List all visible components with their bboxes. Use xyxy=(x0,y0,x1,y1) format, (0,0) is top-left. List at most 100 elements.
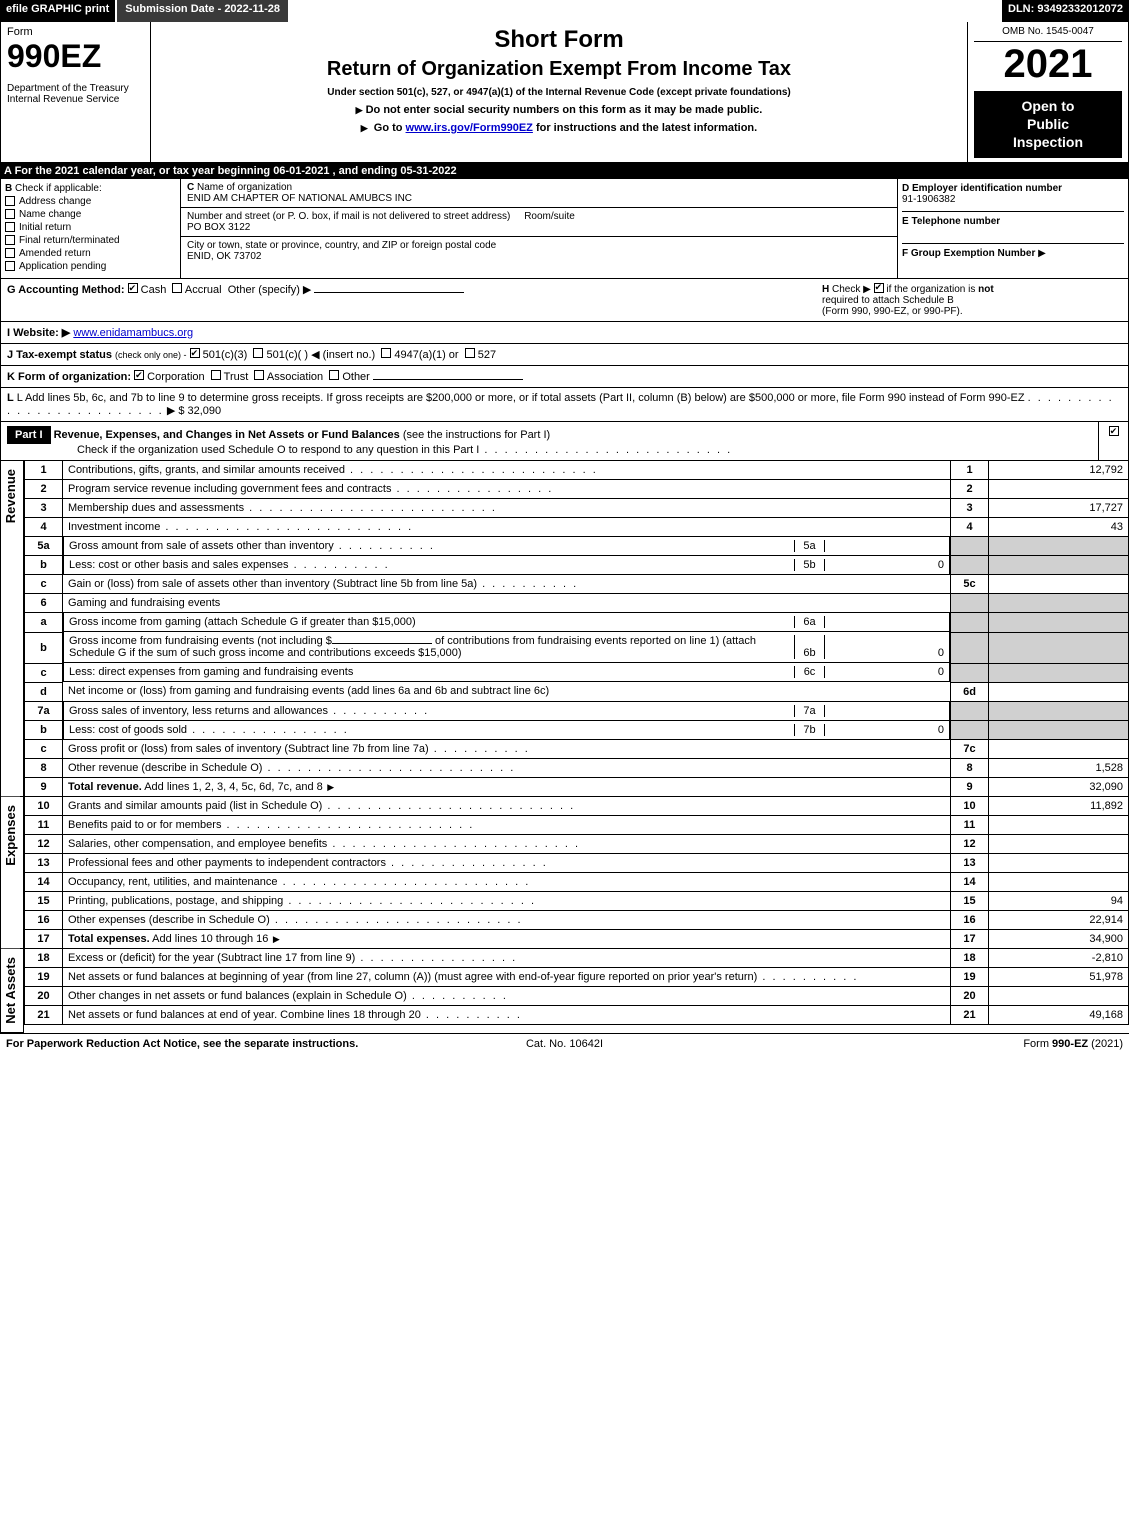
line-6b: bGross income from fundraising events (n… xyxy=(25,632,1129,663)
line-5a: 5aGross amount from sale of assets other… xyxy=(25,536,1129,556)
h-text3: required to attach Schedule B xyxy=(822,295,954,306)
lbl-4947: 4947(a)(1) or xyxy=(394,349,458,361)
top-bar: efile GRAPHIC print Submission Date - 20… xyxy=(0,0,1129,22)
chk-amended[interactable] xyxy=(5,248,15,258)
lbl-501c3: 501(c)(3) xyxy=(203,349,248,361)
chk-4947[interactable] xyxy=(381,348,391,358)
header-center: Short Form Return of Organization Exempt… xyxy=(151,22,968,162)
chk-501c3[interactable] xyxy=(190,348,200,358)
chk-accrual[interactable] xyxy=(172,283,182,293)
org-city: ENID, OK 73702 xyxy=(187,251,261,262)
chk-cash[interactable] xyxy=(128,283,138,293)
h-label: H xyxy=(822,284,829,295)
return-title: Return of Organization Exempt From Incom… xyxy=(159,58,959,81)
c-room-label: Room/suite xyxy=(524,211,575,222)
no-ssn-notice: Do not enter social security numbers on … xyxy=(159,104,959,116)
part1-title-cell: Part I Revenue, Expenses, and Changes in… xyxy=(1,422,1098,460)
h-text1: Check ▶ xyxy=(832,284,871,295)
row-g: G Accounting Method: Cash Accrual Other … xyxy=(0,279,1129,322)
line-7a: 7aGross sales of inventory, less returns… xyxy=(25,701,1129,721)
chk-527[interactable] xyxy=(465,348,475,358)
expenses-label: Expenses xyxy=(1,797,20,874)
check-if: Check if applicable: xyxy=(15,183,102,194)
section-b: B Check if applicable: Address change Na… xyxy=(0,179,1129,279)
lbl-amended: Amended return xyxy=(19,248,91,259)
line-5c: cGain or (loss) from sale of assets othe… xyxy=(25,575,1129,594)
lbl-accrual: Accrual xyxy=(185,284,222,296)
header-left: Form 990EZ Department of the TreasuryInt… xyxy=(1,22,151,162)
lbl-pending: Application pending xyxy=(19,261,106,272)
l-text: L Add lines 5b, 6c, and 7b to line 9 to … xyxy=(17,392,1025,404)
line-3: 3Membership dues and assessments317,727 xyxy=(25,498,1129,517)
d-label: D Employer identification number xyxy=(902,183,1124,194)
chk-name-change[interactable] xyxy=(5,209,15,219)
chk-final-return[interactable] xyxy=(5,235,15,245)
line-1: 1Contributions, gifts, grants, and simil… xyxy=(25,461,1129,480)
row-g-left: G Accounting Method: Cash Accrual Other … xyxy=(7,283,822,317)
line-a: A For the 2021 calendar year, or tax yea… xyxy=(0,163,1129,179)
netassets-table: 18Excess or (deficit) for the year (Subt… xyxy=(24,949,1129,1025)
expenses-table: 10Grants and similar amounts paid (list … xyxy=(24,797,1129,949)
expenses-section: Expenses 10Grants and similar amounts pa… xyxy=(0,797,1129,949)
part1-label: Part I xyxy=(7,426,51,444)
lbl-address-change: Address change xyxy=(19,196,91,207)
chk-initial-return[interactable] xyxy=(5,222,15,232)
line-6: 6Gaming and fundraising events xyxy=(25,594,1129,613)
part1-title: Revenue, Expenses, and Changes in Net As… xyxy=(54,429,400,441)
line-16: 16Other expenses (describe in Schedule O… xyxy=(25,911,1129,930)
line-18: 18Excess or (deficit) for the year (Subt… xyxy=(25,949,1129,968)
f-arrow: ▶ xyxy=(1038,248,1046,259)
netassets-label: Net Assets xyxy=(1,949,20,1032)
submission-date: Submission Date - 2022-11-28 xyxy=(115,0,288,22)
netassets-section: Net Assets 18Excess or (deficit) for the… xyxy=(0,949,1129,1033)
footer-left: For Paperwork Reduction Act Notice, see … xyxy=(6,1038,378,1050)
c-city-row: City or town, state or province, country… xyxy=(181,237,897,265)
c-name-row: C Name of organization ENID AM CHAPTER O… xyxy=(181,179,897,208)
lbl-corp: Corporation xyxy=(147,371,204,383)
header-right: OMB No. 1545-0047 2021 Open toPublicInsp… xyxy=(968,22,1128,162)
lbl-527: 527 xyxy=(478,349,496,361)
column-d: D Employer identification number 91-1906… xyxy=(898,179,1128,278)
irs-link[interactable]: www.irs.gov/Form990EZ xyxy=(406,122,533,134)
department: Department of the TreasuryInternal Reven… xyxy=(7,83,144,105)
form-header: Form 990EZ Department of the TreasuryInt… xyxy=(0,22,1129,163)
revenue-section: Revenue 1Contributions, gifts, grants, a… xyxy=(0,461,1129,798)
line-6d: dNet income or (loss) from gaming and fu… xyxy=(25,682,1129,701)
efile-label: efile GRAPHIC print xyxy=(0,0,115,22)
lbl-cash: Cash xyxy=(141,284,167,296)
chk-pending[interactable] xyxy=(5,261,15,271)
part1-header: Part I Revenue, Expenses, and Changes in… xyxy=(0,422,1129,461)
c-name-label: Name of organization xyxy=(197,182,292,193)
e-label: E Telephone number xyxy=(902,211,1124,227)
revenue-table: 1Contributions, gifts, grants, and simil… xyxy=(24,461,1129,798)
chk-h[interactable] xyxy=(874,283,884,293)
chk-trust[interactable] xyxy=(211,370,221,380)
omb-number: OMB No. 1545-0047 xyxy=(974,26,1122,42)
org-name: ENID AM CHAPTER OF NATIONAL AMUBCS INC xyxy=(187,193,412,204)
lbl-initial-return: Initial return xyxy=(19,222,71,233)
open-public-badge: Open toPublicInspection xyxy=(974,91,1122,158)
chk-corp[interactable] xyxy=(134,370,144,380)
short-form-title: Short Form xyxy=(159,26,959,54)
org-address: PO BOX 3122 xyxy=(187,222,250,233)
lbl-name-change: Name change xyxy=(19,209,81,220)
line-5b: bLess: cost or other basis and sales exp… xyxy=(25,556,1129,575)
line-9: 9Total revenue. Add lines 1, 2, 3, 4, 5c… xyxy=(25,778,1129,797)
chk-part1-schedo[interactable] xyxy=(1109,426,1119,436)
row-l: L L Add lines 5b, 6c, and 7b to line 9 t… xyxy=(0,388,1129,422)
k-label: K Form of organization: xyxy=(7,371,131,383)
line-6c: cLess: direct expenses from gaming and f… xyxy=(25,663,1129,682)
part1-checkbox-cell xyxy=(1098,422,1128,460)
line-4: 4Investment income443 xyxy=(25,517,1129,536)
i-label: I Website: ▶ xyxy=(7,327,70,339)
f-label: F Group Exemption Number xyxy=(902,248,1035,259)
line-10: 10Grants and similar amounts paid (list … xyxy=(25,797,1129,816)
chk-501c[interactable] xyxy=(253,348,263,358)
chk-other-org[interactable] xyxy=(329,370,339,380)
chk-assoc[interactable] xyxy=(254,370,264,380)
line-2: 2Program service revenue including gover… xyxy=(25,479,1129,498)
c-city-label: City or town, state or province, country… xyxy=(187,240,496,251)
lbl-trust: Trust xyxy=(224,371,249,383)
chk-address-change[interactable] xyxy=(5,196,15,206)
website-link[interactable]: www.enidamambucs.org xyxy=(73,327,193,339)
